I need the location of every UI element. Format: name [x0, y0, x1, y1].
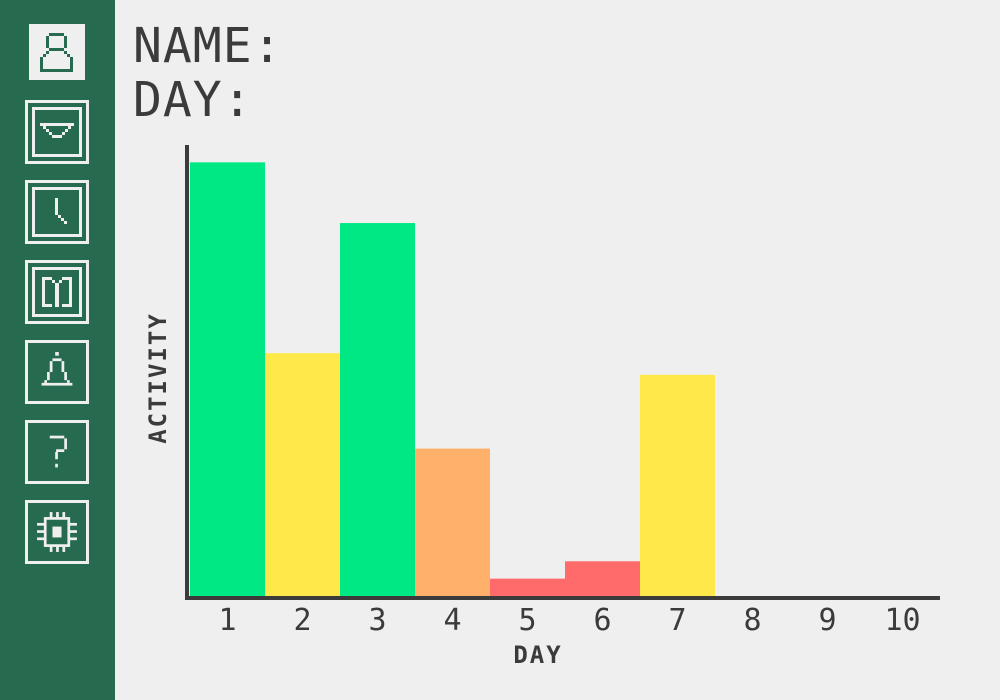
x-tick-label: 10: [884, 603, 920, 638]
bar-day-7: [640, 374, 715, 596]
x-tick-label: 4: [443, 603, 461, 638]
y-axis-line: [185, 145, 189, 600]
help-icon: [49, 435, 67, 468]
x-axis-line: [185, 596, 940, 600]
bar-day-6: [565, 561, 640, 596]
sidebar-item-profile[interactable]: [29, 24, 85, 80]
chip-icon: [37, 512, 77, 552]
person-icon: [40, 33, 73, 72]
sidebar-item-help[interactable]: [25, 420, 89, 484]
mail-icon: [40, 123, 74, 138]
y-axis-label: ACTIVITY: [144, 312, 172, 444]
bell-icon: [41, 352, 73, 386]
bar-day-3: [340, 223, 415, 597]
name-label: NAME:: [133, 18, 283, 74]
x-tick-label: 5: [518, 603, 536, 638]
sidebar-item-mail[interactable]: [25, 100, 89, 164]
sidebar-item-bell[interactable]: [25, 340, 89, 404]
x-tick-label: 6: [593, 603, 611, 638]
x-tick-label: 3: [368, 603, 386, 638]
sidebar-item-chip[interactable]: [25, 500, 89, 564]
book-icon: [42, 277, 72, 307]
sidebar: [0, 0, 115, 700]
bar-day-2: [265, 353, 340, 596]
sidebar-item-book[interactable]: [25, 260, 89, 324]
bar-day-5: [490, 578, 565, 596]
sidebar-item-clock[interactable]: [25, 180, 89, 244]
clock-icon: [55, 198, 67, 224]
x-tick-label: 7: [668, 603, 686, 638]
x-axis-label: DAY: [513, 641, 563, 669]
day-label: DAY:: [133, 72, 253, 128]
bar-day-4: [415, 448, 490, 596]
x-tick-label: 8: [743, 603, 761, 638]
x-tick-label: 9: [818, 603, 836, 638]
x-tick-label: 2: [293, 603, 311, 638]
bar-day-1: [190, 162, 265, 596]
x-tick-label: 1: [218, 603, 236, 638]
